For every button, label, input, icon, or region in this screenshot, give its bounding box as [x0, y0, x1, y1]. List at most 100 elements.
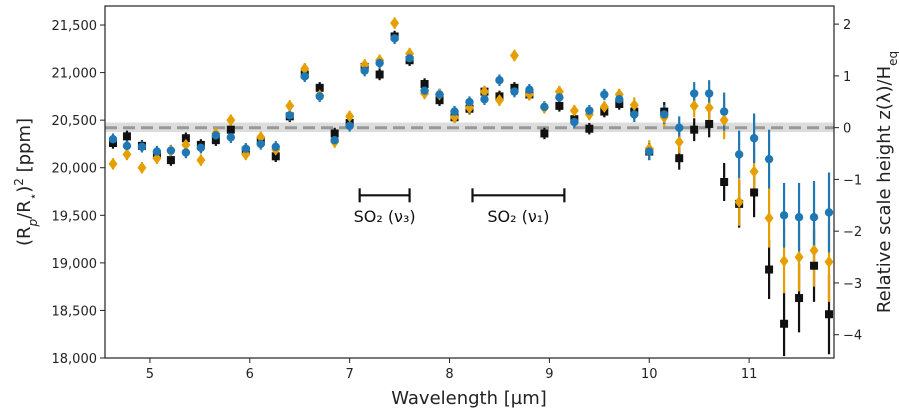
data-point-diamond [345, 110, 355, 123]
data-point-diamond [285, 99, 295, 112]
data-point-circle [495, 76, 504, 85]
x-tick-layer: 5 6 7 8 9 10 11 [146, 358, 757, 382]
data-point-square [780, 319, 789, 328]
y-tick-label: 18,500 [52, 304, 98, 319]
data-point-diamond [689, 99, 699, 112]
data-point-circle [181, 148, 191, 157]
data-point-square [825, 310, 834, 319]
x-tick-label: 9 [545, 367, 553, 382]
data-point-square [315, 83, 324, 92]
plot-frame [104, 5, 835, 359]
data-point-circle [300, 72, 309, 81]
error-bar-layer [111, 17, 831, 357]
data-point-circle [405, 54, 414, 63]
data-point-diamond [809, 244, 819, 257]
y2-tick-label: −3 [843, 277, 862, 292]
y2-tick-label: 0 [843, 122, 851, 137]
data-point-square [540, 129, 549, 138]
y-tick-label: 21,500 [52, 19, 98, 34]
data-point-square [810, 261, 819, 270]
data-point-circle [152, 147, 162, 156]
y-tick-layer: 18,000 18,500 19,000 19,500 20,000 20,500 21,0… [52, 19, 105, 367]
data-point-circle [794, 213, 804, 222]
annotation-label: SO₂ (ν₃) [354, 207, 416, 226]
marker-layer [108, 17, 834, 328]
data-point-circle [271, 142, 280, 151]
data-point-circle [166, 146, 176, 155]
data-point-circle [734, 150, 744, 159]
data-point-square [211, 136, 220, 145]
annotation-layer: SO₂ (ν₃) SO₂ (ν₁) [354, 188, 566, 226]
data-point-circle [375, 58, 384, 68]
data-point-diamond [181, 138, 191, 151]
y-tick-label: 20,500 [52, 114, 98, 129]
x-tick-label: 7 [346, 367, 354, 382]
data-point-circle [510, 87, 519, 96]
x-tick-label: 6 [246, 367, 254, 382]
data-point-circle [645, 147, 654, 156]
data-point-circle [241, 144, 251, 153]
data-point-square [765, 265, 774, 274]
data-point-diamond [108, 157, 118, 170]
data-point-square [675, 154, 684, 163]
data-point-circle [675, 123, 684, 132]
data-point-diamond [674, 136, 684, 149]
data-point-circle [122, 141, 132, 151]
data-point-circle [465, 97, 474, 107]
y2-tick-label: −1 [843, 173, 862, 188]
data-point-circle [480, 95, 489, 104]
y2-tick-label: −4 [843, 329, 862, 344]
data-point-square [750, 188, 759, 197]
y-tick-label: 19,000 [52, 257, 98, 272]
data-point-circle [764, 154, 774, 164]
data-point-diamond [122, 148, 132, 161]
data-point-circle [315, 92, 324, 101]
data-point-circle [600, 90, 609, 99]
data-point-circle [540, 102, 549, 112]
data-point-circle [256, 139, 265, 149]
data-point-diamond [764, 212, 774, 225]
data-point-square [181, 134, 190, 143]
data-point-circle [630, 110, 639, 119]
y2-tick-layer: −4 −3 −2 −1 0 1 2 [834, 18, 862, 344]
data-point-square [720, 178, 729, 186]
data-point-square [122, 132, 131, 141]
data-point-square [166, 156, 175, 165]
x-tick-label: 8 [445, 367, 453, 382]
data-point-circle [450, 107, 459, 116]
data-point-circle [824, 208, 834, 217]
data-point-square [375, 70, 384, 79]
data-point-diamond [779, 254, 789, 267]
data-point-diamond [226, 114, 236, 127]
data-point-diamond [704, 101, 714, 114]
data-point-diamond [152, 152, 162, 165]
data-point-circle [108, 134, 118, 144]
data-point-circle [615, 95, 624, 104]
x-axis-label: Wavelength [µm] [391, 388, 547, 409]
data-point-circle [585, 106, 594, 115]
data-point-diamond [196, 154, 206, 167]
y-tick-label: 20,000 [52, 162, 98, 177]
data-point-circle [285, 111, 294, 120]
y-axis-label-left: (Rp/R⋆)2 [ppm] [12, 118, 40, 246]
data-point-circle [211, 131, 221, 140]
data-point-circle [689, 89, 699, 98]
data-point-circle [420, 86, 429, 95]
data-point-circle [749, 134, 759, 143]
data-point-circle [719, 107, 729, 116]
data-point-diamond [509, 49, 519, 62]
data-point-diamond [479, 85, 489, 98]
data-point-square [690, 125, 699, 134]
data-point-circle [196, 143, 206, 152]
data-point-circle [345, 121, 354, 131]
data-point-diamond [137, 161, 147, 174]
data-point-circle [570, 117, 579, 127]
data-point-circle [704, 89, 714, 98]
x-tick-label: 10 [641, 367, 658, 382]
data-point-square [555, 101, 564, 110]
data-point-circle [435, 90, 444, 99]
data-point-diamond [390, 17, 400, 30]
data-point-square [615, 99, 624, 108]
data-point-circle [360, 66, 369, 75]
